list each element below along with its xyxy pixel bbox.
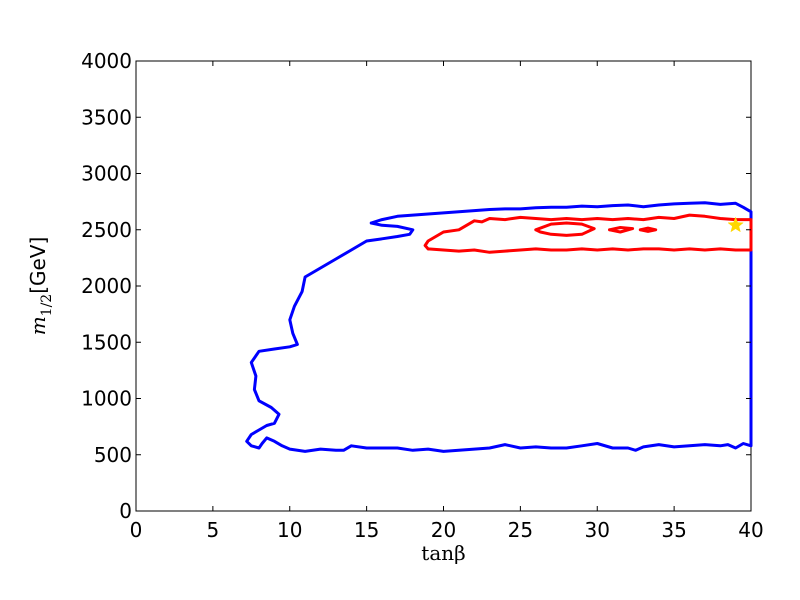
y-tick-label: 0 [119,499,132,523]
red-contour-line-1 [423,213,753,254]
y-tick-label: 500 [94,443,132,467]
y-tick-label: 2500 [81,218,132,242]
y-axis-label: m1/2[GeV] [26,237,55,336]
x-tick-label: 15 [354,518,379,542]
y-tick-label: 1500 [81,330,132,354]
y-tick-label: 3000 [81,162,132,186]
red-contour-line-3 [608,226,635,234]
x-tick-label: 35 [661,518,686,542]
x-tick-label: 10 [277,518,302,542]
best-fit-star-marker [727,216,744,233]
x-tick-label: 30 [585,518,610,542]
x-axis-label: tanβ [421,541,465,565]
x-tick-label: 40 [738,518,763,542]
x-tick-label: 0 [130,518,143,542]
y-tick-label: 3500 [81,105,132,129]
red-contour-line-4 [638,226,658,233]
x-tick-label: 25 [508,518,533,542]
y-tick-label: 1000 [81,387,132,411]
y-tick-label: 4000 [81,49,132,73]
blue-contour-line [245,201,753,453]
x-tick-label: 20 [431,518,456,542]
red-contour-line-2 [534,221,596,237]
y-tick-label: 2000 [81,274,132,298]
x-tick-label: 5 [207,518,220,542]
